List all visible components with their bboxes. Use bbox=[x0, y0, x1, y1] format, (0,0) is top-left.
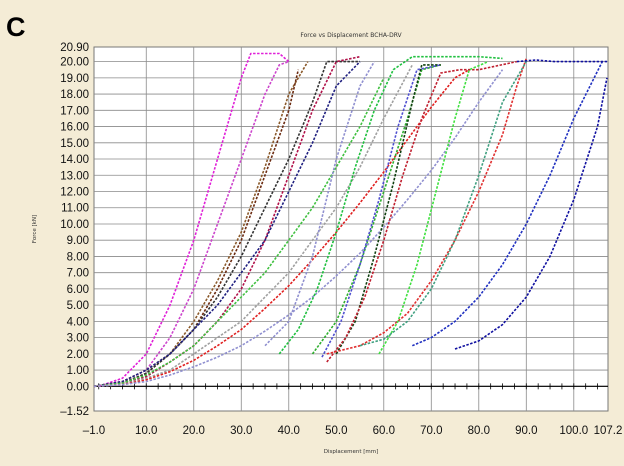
series-line-22 bbox=[454, 77, 608, 350]
y-tick-label: 15.00 bbox=[60, 138, 89, 150]
y-tick-label: 17.00 bbox=[60, 105, 89, 117]
y-tick-label: 6.00 bbox=[67, 284, 89, 296]
y-tick-label: 1.00 bbox=[67, 365, 89, 377]
y-tick-label: 13.00 bbox=[60, 170, 89, 182]
series-layer bbox=[93, 52, 608, 388]
y-tick-labels: 20.90 20.00 19.00 18.00 17.00 16.00 15.00 14.00… bbox=[60, 42, 89, 418]
x-tick-label: 20.0 bbox=[183, 425, 205, 437]
y-tick-label: 18.00 bbox=[60, 89, 89, 101]
x-tick-label: 50.0 bbox=[325, 425, 347, 437]
y-tick-label: 11.00 bbox=[61, 203, 89, 215]
x-tick-label: 40.0 bbox=[278, 425, 300, 437]
x-tick-label: 100.0 bbox=[559, 425, 588, 437]
x-tick-label: 80.0 bbox=[468, 425, 490, 437]
x-tick-label: 107.2 bbox=[594, 425, 623, 437]
chart-title: Force vs Displacement BCHA-DRV bbox=[300, 32, 402, 39]
series-line-15 bbox=[335, 64, 441, 355]
y-tick-label: 0.00 bbox=[67, 381, 89, 393]
y-tick-label: 5.00 bbox=[67, 300, 89, 312]
y-tick-label: 19.00 bbox=[60, 73, 89, 85]
series-line-17 bbox=[326, 60, 517, 363]
x-tick-labels: –1.0 10.0 20.0 30.0 40.0 50.0 60.0 70.0 80.0 90.0… bbox=[83, 425, 623, 437]
x-tick-label: 30.0 bbox=[230, 425, 252, 437]
y-tick-label: 20.90 bbox=[60, 42, 89, 54]
series-line-16 bbox=[321, 64, 441, 358]
y-tick-label: –1.52 bbox=[60, 406, 89, 418]
y-tick-label: 2.00 bbox=[67, 349, 89, 361]
series-line-8 bbox=[93, 77, 385, 388]
series-line-6 bbox=[93, 55, 361, 388]
series-line-20 bbox=[359, 61, 527, 347]
y-tick-label: 9.00 bbox=[67, 235, 89, 247]
series-line-12 bbox=[264, 61, 375, 347]
panel-label: C bbox=[6, 12, 26, 42]
x-tick-label: 90.0 bbox=[515, 425, 537, 437]
plot-background bbox=[93, 46, 609, 412]
series-line-13 bbox=[278, 55, 503, 355]
y-tick-label: 16.00 bbox=[60, 122, 89, 134]
series-line-9 bbox=[93, 64, 414, 388]
x-tick-label: 70.0 bbox=[420, 425, 442, 437]
series-line-18 bbox=[326, 58, 528, 355]
series-line-14 bbox=[311, 64, 441, 355]
y-tick-label: 12.00 bbox=[60, 186, 89, 198]
y-tick-label: 8.00 bbox=[67, 251, 89, 263]
x-tick-label: 60.0 bbox=[373, 425, 395, 437]
series-line-19 bbox=[378, 60, 489, 355]
series-line-10 bbox=[93, 69, 470, 388]
series-line-21 bbox=[411, 61, 604, 347]
series-line-7 bbox=[93, 61, 361, 388]
y-tick-label: 20.00 bbox=[60, 57, 89, 69]
x-tick-label: –1.0 bbox=[83, 425, 105, 437]
series-line-1 bbox=[98, 52, 290, 388]
series-line-11 bbox=[93, 69, 504, 388]
x-tick-label: 10.0 bbox=[135, 425, 157, 437]
y-tick-label: 7.00 bbox=[67, 268, 89, 280]
y-tick-label: 4.00 bbox=[67, 316, 89, 328]
y-tick-label: 3.00 bbox=[67, 333, 89, 345]
y-tick-label: 14.00 bbox=[60, 154, 89, 166]
y-tick-label: 10.00 bbox=[60, 219, 89, 231]
y-axis-label: Force [kN] bbox=[32, 215, 38, 243]
series-line-5 bbox=[93, 60, 360, 388]
x-axis-label: Displacement [mm] bbox=[324, 449, 379, 455]
